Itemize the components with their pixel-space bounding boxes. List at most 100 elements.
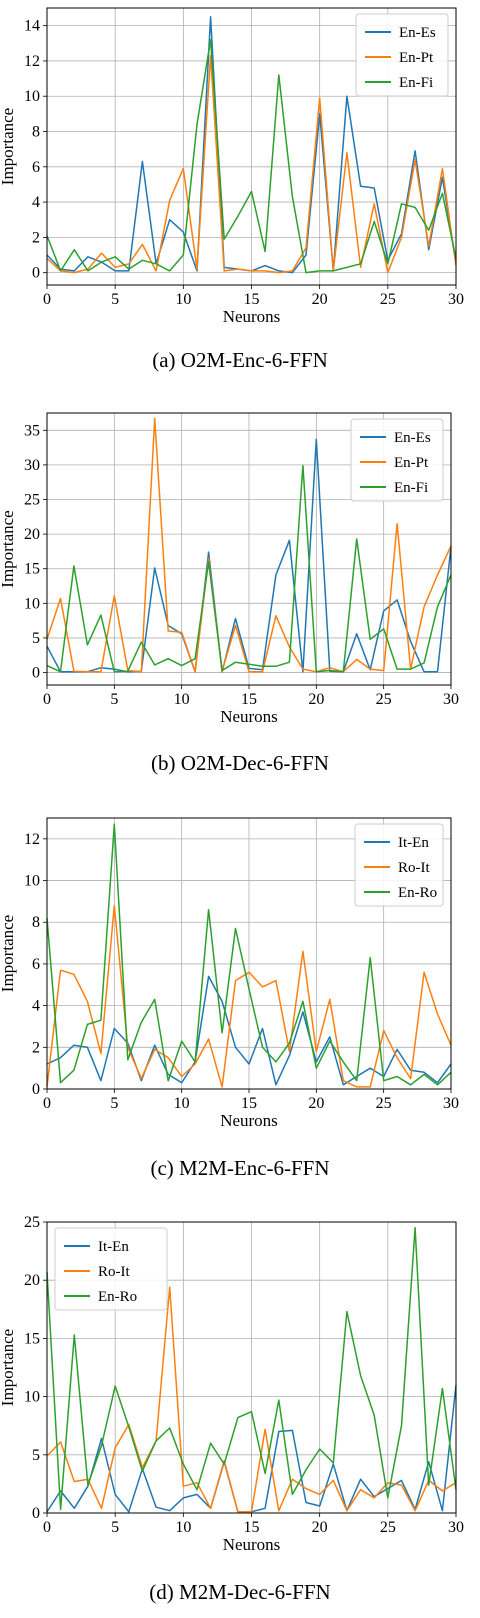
y-tick-label: 2 [32,229,40,246]
legend-label: En-Ro [398,885,437,901]
plot-frame [46,7,457,286]
legend-label: Ro-It [98,1264,130,1280]
y-tick-label: 35 [24,422,40,439]
x-tick-label: 10 [174,691,190,708]
y-tick-label: 8 [32,914,40,931]
x-tick-label: 0 [43,1519,51,1536]
y-tick-label: 10 [24,88,40,105]
series-line-ro-it [46,1286,457,1513]
y-tick-label: 0 [32,1505,40,1522]
chart-panel-c: 0 5 10 15 20 25 30 0 2 4 6 8 10 12 Neurons Importance It… [0,810,480,1214]
y-tick-label: 14 [24,18,40,35]
y-tick-label: 12 [24,831,40,848]
line-chart-c: 0 5 10 15 20 25 30 0 2 4 6 8 10 12 Neurons Importance It… [0,817,459,1130]
x-tick-label: 30 [448,291,464,308]
x-tick-label: 25 [380,291,396,308]
x-tick-label: 20 [312,291,328,308]
x-tick-label: 15 [241,691,257,708]
legend-box [355,13,449,97]
x-tick-label: 10 [175,1519,191,1536]
x-tick-label: 25 [380,1519,396,1536]
y-tick-label: 0 [32,265,40,282]
x-axis-label: Neurons [223,307,281,326]
axes: 0 5 10 15 20 25 30 0 2 4 6 8 10 12 [24,831,459,1112]
series-line-ro-it [46,904,452,1088]
plot-frame [46,412,452,686]
y-axis-label: Importance [0,510,17,587]
legend: It-En Ro-It En-Ro [54,1227,168,1311]
legend-label: It-En [398,835,429,851]
y-tick-label: 15 [24,1330,40,1347]
legend-label: En-Pt [399,50,434,66]
y-tick-label: 6 [32,956,40,973]
legend-label: En-Es [399,25,436,41]
legend-label: Ro-It [398,860,430,876]
axes: 0 5 10 15 20 25 30 0 5 10 15 20 25 30 35 [24,422,459,708]
x-tick-label: 10 [174,1095,190,1112]
legend-label: It-En [98,1239,129,1255]
y-tick-label: 5 [32,1447,40,1464]
y-tick-label: 4 [32,998,40,1015]
plot-frame [46,817,452,1090]
x-tick-label: 20 [308,1095,324,1112]
series-line-en-fi [46,464,452,673]
axes: 0 5 10 15 20 25 30 0 2 4 6 8 10 12 14 [24,18,464,308]
plot-frame [46,1221,457,1514]
y-tick-label: 20 [24,526,40,543]
y-tick-label: 8 [32,124,40,141]
legend-label: En-Fi [399,75,433,91]
series-line-en-pt [46,54,457,274]
y-tick-label: 30 [24,457,40,474]
chart-caption-a: (a) O2M-Enc-6-FFN [152,348,328,372]
y-tick-label: 0 [32,1081,40,1098]
x-tick-label: 0 [43,291,51,308]
y-tick-label: 10 [24,1389,40,1406]
y-tick-label: 6 [32,159,40,176]
x-tick-label: 20 [308,691,324,708]
x-axis-label: Neurons [220,1111,278,1130]
x-tick-label: 15 [244,1519,260,1536]
line-chart-a: 0 5 10 15 20 25 30 0 2 4 6 8 10 12 14 Neurons Importance… [0,7,464,326]
x-tick-label: 5 [111,1519,119,1536]
chart-caption-b: (b) O2M-Dec-6-FFN [151,751,329,775]
chart-panel-b: 0 5 10 15 20 25 30 0 5 10 15 20 25 30 35 Neurons Importa… [0,405,480,810]
x-tick-label: 25 [376,1095,392,1112]
series-line-en-ro [46,1227,457,1511]
series-line-en-ro [46,823,452,1086]
y-tick-label: 2 [32,1039,40,1056]
x-tick-label: 25 [376,691,392,708]
y-axis-label: Importance [0,1329,17,1406]
chart-panel-d: 0 5 10 15 20 25 30 0 5 10 15 20 25 Neurons Importance I… [0,1214,480,1618]
legend-box [354,823,444,907]
x-tick-label: 5 [110,691,118,708]
y-tick-label: 10 [24,595,40,612]
legend: En-Es En-Pt En-Fi [355,13,449,97]
x-tick-label: 30 [443,691,459,708]
chart-caption-c: (c) M2M-Enc-6-FFN [150,1156,330,1180]
x-tick-label: 15 [244,291,260,308]
legend-box [54,1227,168,1311]
x-tick-label: 5 [111,291,119,308]
y-tick-label: 25 [24,1214,40,1231]
x-tick-label: 0 [43,691,51,708]
x-tick-label: 30 [443,1095,459,1112]
legend-label: En-Fi [394,480,428,496]
legend-label: En-Pt [394,455,429,471]
y-axis-label: Importance [0,915,17,992]
axes: 0 5 10 15 20 25 30 0 5 10 15 20 25 [24,1214,464,1536]
legend-box [350,418,444,502]
line-chart-b: 0 5 10 15 20 25 30 0 5 10 15 20 25 30 35 Neurons Importa… [0,412,459,726]
y-tick-label: 0 [32,665,40,682]
x-tick-label: 15 [241,1095,257,1112]
x-tick-label: 5 [110,1095,118,1112]
x-axis-label: Neurons [223,1535,281,1554]
y-tick-label: 15 [24,561,40,578]
x-tick-label: 0 [43,1095,51,1112]
legend-label: En-Es [394,430,431,446]
y-tick-label: 5 [32,630,40,647]
legend: En-Es En-Pt En-Fi [350,418,444,502]
y-tick-label: 12 [24,53,40,70]
x-axis-label: Neurons [220,707,278,726]
y-axis-label: Importance [0,108,17,185]
series-line-en-fi [46,39,457,274]
